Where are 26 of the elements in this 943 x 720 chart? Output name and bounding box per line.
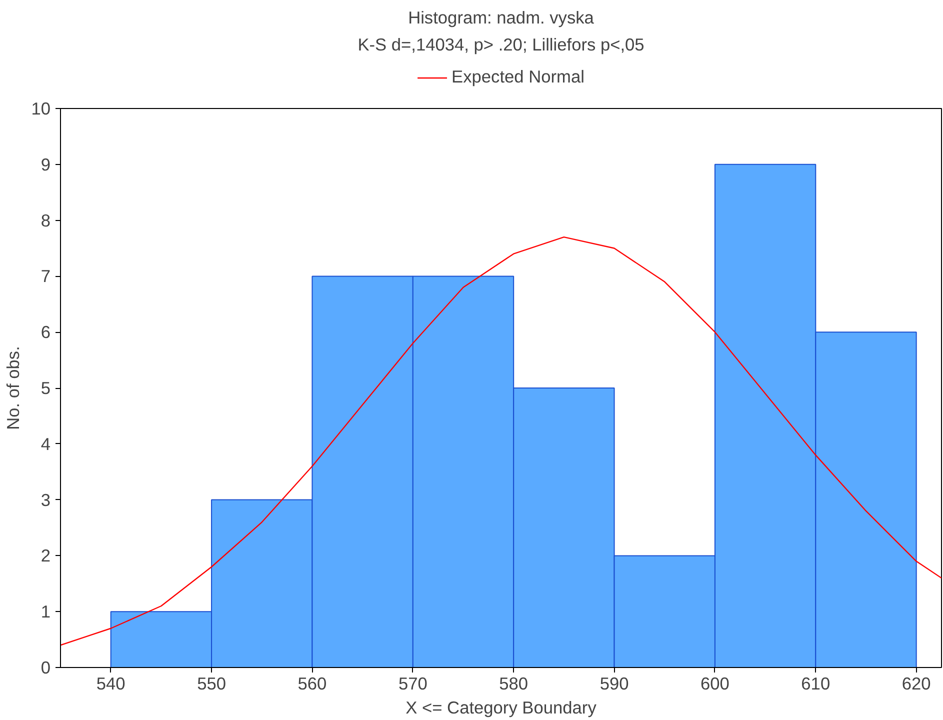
x-tick-label: 550 xyxy=(197,674,226,694)
x-tick-label: 620 xyxy=(902,674,931,694)
line-series xyxy=(60,236,942,646)
y-tick-label: 7 xyxy=(40,266,51,286)
y-tick-label: 9 xyxy=(40,154,51,174)
y-tick-label: 5 xyxy=(40,378,51,398)
y-tick-label: 10 xyxy=(31,98,51,118)
x-axis-title: X <= Category Boundary xyxy=(406,698,597,718)
y-axis-title: No. of obs. xyxy=(3,346,24,430)
x-tick-label: 580 xyxy=(499,674,528,694)
y-tick-label: 6 xyxy=(40,322,51,342)
x-tick-label: 590 xyxy=(600,674,629,694)
x-tick-label: 610 xyxy=(801,674,830,694)
y-tick-label: 1 xyxy=(40,602,51,622)
legend-label: Expected Normal xyxy=(452,66,584,88)
chart-subtitle: K-S d=,14034, p> .20; Lilliefors p<,05 xyxy=(358,34,644,54)
x-tick-label: 560 xyxy=(298,674,327,694)
y-tick-label: 2 xyxy=(40,546,51,566)
y-tick-label: 4 xyxy=(40,434,51,454)
x-tick-label: 570 xyxy=(398,674,428,694)
x-tick-label: 600 xyxy=(700,674,730,694)
y-tick-label: 3 xyxy=(40,490,51,510)
chart-title: Histogram: nadm. vyska xyxy=(408,8,594,28)
y-tick-label: 0 xyxy=(40,658,51,678)
x-tick-label: 540 xyxy=(96,674,126,694)
y-tick-label: 8 xyxy=(40,210,51,230)
